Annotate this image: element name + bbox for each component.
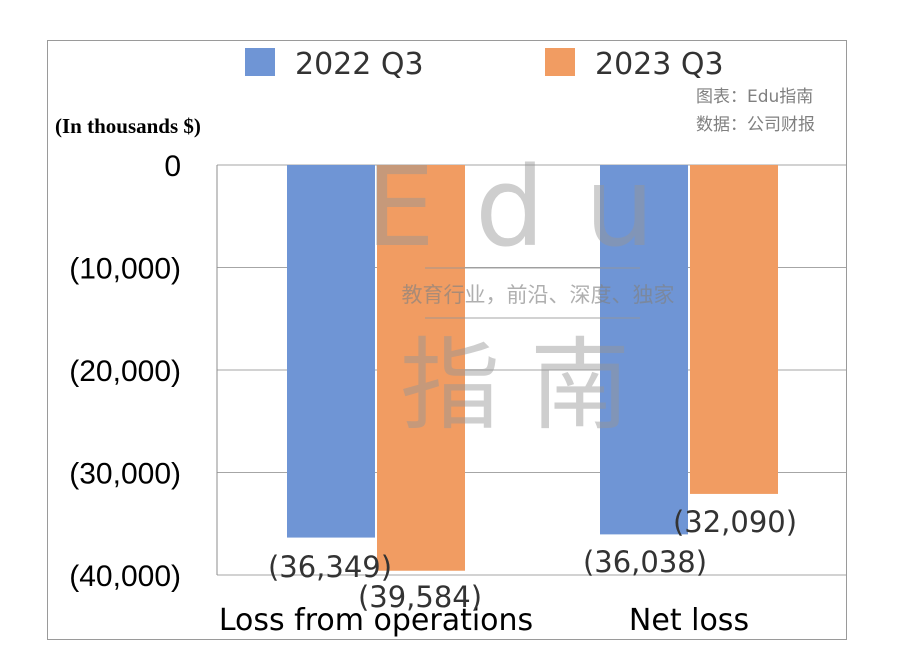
watermark-zhinan: 指南: [400, 327, 660, 444]
legend-label-2023: 2023 Q3: [595, 47, 724, 82]
data-labels: (36,349) (36,038) (39,584) (32,090): [268, 505, 797, 614]
y-tick-label-4: (40,000): [69, 560, 181, 593]
category-label-1: Net loss: [629, 603, 749, 638]
category-label-0: Loss from operations: [219, 603, 533, 638]
y-tick-label-0: 0: [164, 150, 181, 183]
bar-2023-net-loss: [690, 165, 778, 494]
legend-swatch-2023: [545, 48, 575, 76]
watermark-tagline: 教育行业，前沿、深度、独家: [402, 283, 675, 307]
source-chart-credit: 图表：Edu指南: [696, 87, 813, 107]
y-tick-label-1: (10,000): [69, 253, 181, 286]
legend-label-2022: 2022 Q3: [295, 47, 424, 82]
y-tick-labels: 0 (10,000) (20,000) (30,000) (40,000): [69, 150, 181, 593]
watermark: Edu 教育行业，前沿、深度、独家 指南: [365, 143, 694, 444]
legend: 2022 Q3 2023 Q3: [245, 47, 724, 82]
bar-2023-loss-from-operations: [377, 165, 465, 571]
data-label-2023-net-loss: (32,090): [673, 505, 797, 539]
legend-swatch-2022: [245, 48, 275, 76]
bars-group: [287, 165, 778, 571]
bar-2022-net-loss: [600, 165, 688, 535]
unit-label: (In thousands $): [55, 114, 201, 138]
bar-2022-loss-from-operations: [287, 165, 375, 538]
y-tick-label-3: (30,000): [69, 458, 181, 491]
data-label-2022-loss-from-operations: (36,349): [268, 550, 392, 584]
watermark-edu: Edu: [365, 143, 694, 271]
y-tick-label-2: (20,000): [69, 355, 181, 388]
source-data-credit: 数据：公司财报: [696, 115, 815, 135]
chart-frame: [47, 40, 847, 640]
data-label-2023-loss-from-operations: (39,584): [358, 580, 482, 614]
category-labels: Loss from operations Net loss: [219, 603, 749, 638]
data-label-2022-net-loss: (36,038): [583, 545, 707, 579]
